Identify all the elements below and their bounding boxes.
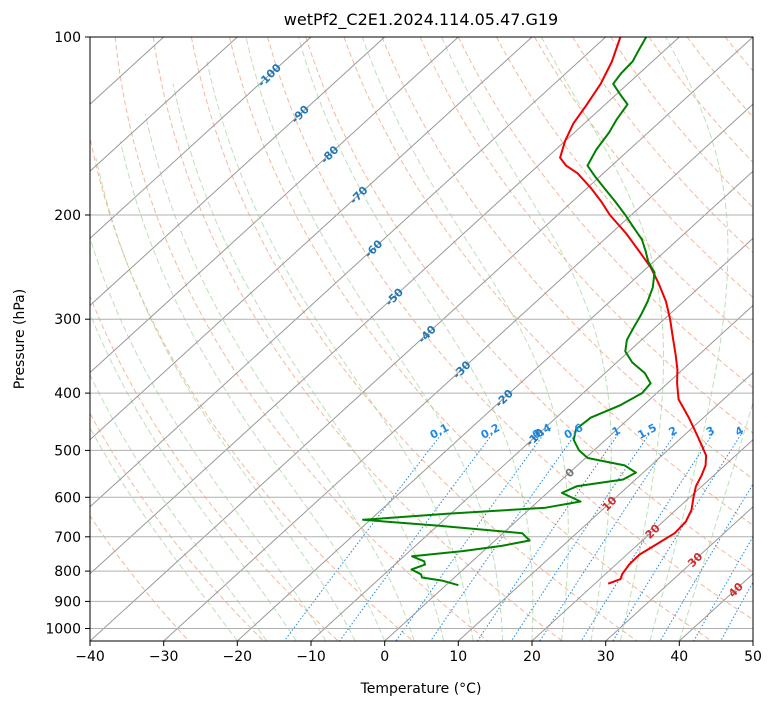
y-tick-label: 100	[54, 30, 81, 46]
y-axis-label: Pressure (hPa)	[12, 289, 28, 389]
mixing-ratio-line	[283, 434, 442, 641]
plot-area: -100-90-80-70-60-50-40-30-20-10010203040…	[90, 37, 753, 641]
moist-adiabat-line	[144, 113, 415, 641]
isotherm-line	[90, 37, 753, 641]
mixing-ratio-line	[693, 535, 753, 641]
dry-adiabat-line	[114, 37, 488, 641]
isotherm-line	[90, 37, 459, 374]
dry-adiabat-line	[343, 37, 753, 526]
y-tick-label: 300	[54, 312, 81, 328]
mixing-ratio-line	[612, 434, 742, 641]
x-tick-label: 20	[523, 649, 541, 665]
isotherm-line	[236, 170, 753, 641]
isotherm-line	[90, 37, 312, 240]
dry-adiabat-line	[90, 294, 339, 641]
x-tick-label: 40	[670, 649, 688, 665]
dry-adiabat-line	[90, 135, 414, 641]
x-tick-label: 30	[597, 649, 615, 665]
moist-adiabat-line	[90, 236, 327, 641]
moist-adiabat-line	[172, 83, 445, 641]
y-tick-label: 1000	[45, 622, 81, 638]
mixing-ratio-line	[430, 434, 576, 641]
x-axis: −40 −30 −20 −10 0 10 20 30 40 50	[75, 641, 762, 665]
isotherm-line	[310, 237, 753, 641]
isotherm-line	[531, 438, 753, 641]
plot-frame	[89, 36, 754, 642]
y-tick-label: 200	[54, 208, 81, 224]
y-tick-label: 600	[54, 490, 81, 506]
isotherm-line	[90, 37, 533, 441]
y-tick-label: 800	[54, 564, 81, 580]
dry-adiabat-line	[495, 37, 753, 344]
dry-adiabat-line	[648, 37, 753, 164]
mixing-ratio-line	[539, 434, 676, 641]
mixing-ratio-lines	[283, 434, 753, 641]
dry-adiabat-line	[305, 37, 753, 573]
x-tick-label: 10	[449, 649, 467, 665]
isotherm-line	[384, 304, 753, 641]
temperature-profile-line	[559, 37, 708, 585]
moist-adiabat-line	[90, 426, 238, 641]
mixing-ratio-line	[659, 483, 753, 641]
dewpoint-profile-line	[362, 37, 656, 587]
moist-adiabat-line	[206, 61, 474, 641]
isotherm-line	[163, 103, 753, 641]
isotherm-line	[90, 37, 607, 508]
moist-adiabat-line	[441, 37, 612, 641]
isotherm-line	[605, 506, 753, 641]
moist-adiabat-line	[361, 37, 569, 641]
dry-adiabat-line	[381, 37, 753, 480]
moist-adiabat-line	[678, 401, 753, 641]
moist-adiabat-line	[245, 37, 503, 641]
x-tick-label: −20	[223, 649, 253, 665]
isotherm-line	[90, 37, 680, 575]
x-tick-label: −40	[75, 649, 105, 665]
dry-adiabat-line	[229, 37, 712, 641]
x-tick-label: 50	[744, 649, 762, 665]
mixing-ratio-line	[580, 434, 713, 641]
moist-adiabat-line	[90, 312, 297, 641]
dry-adiabat-line	[572, 37, 753, 254]
moist-adiabat-line	[297, 37, 534, 641]
dry-adiabat-line	[534, 37, 753, 299]
dry-adiabat-line	[267, 37, 753, 621]
moist-adiabat-line	[95, 157, 356, 641]
profile-lines	[362, 37, 708, 587]
y-tick-label: 900	[54, 594, 81, 610]
isotherms	[90, 37, 753, 641]
chart-title: wetPf2_C2E1.2024.114.05.47.G19	[284, 10, 558, 30]
y-axis: 100 200 300 400 500 600 700 800 900 1000	[45, 30, 90, 638]
isotherm-line	[457, 371, 753, 641]
dry-adiabat-line	[457, 37, 753, 389]
moist-adiabat-line	[649, 37, 729, 641]
x-tick-label: −30	[149, 649, 179, 665]
dry-adiabats	[90, 37, 753, 641]
isotherm-line	[90, 37, 386, 307]
x-axis-label: Temperature (°C)	[360, 681, 482, 697]
isotherm-line	[90, 37, 238, 172]
x-tick-label: 0	[380, 649, 389, 665]
moist-adiabat-line	[90, 373, 268, 641]
y-tick-label: 400	[54, 386, 81, 402]
mixing-ratio-line	[339, 434, 493, 641]
y-tick-label: 700	[54, 530, 81, 546]
dry-adiabat-line	[190, 37, 638, 641]
x-tick-label: −10	[296, 649, 326, 665]
y-tick-label: 500	[54, 443, 81, 459]
pressure-gridlines	[90, 37, 753, 629]
